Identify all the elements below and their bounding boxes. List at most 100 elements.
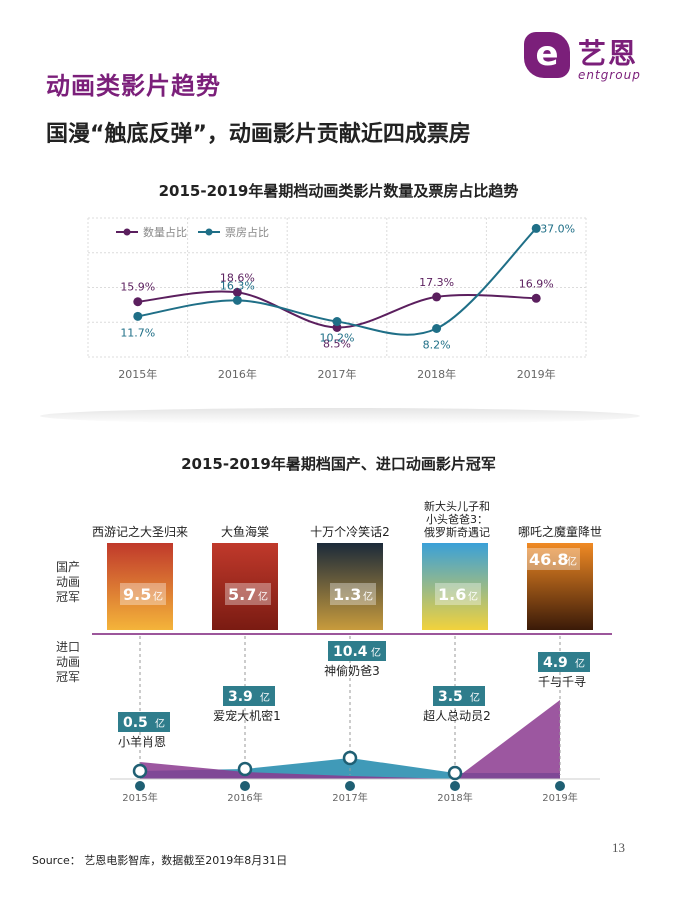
data-point <box>432 324 442 334</box>
x-tick-label: 2019年 <box>517 367 556 381</box>
domestic-value: 46.8 <box>529 550 568 569</box>
chart1-title: 2015-2019年暑期档动画类影片数量及票房占比趋势 <box>158 182 519 200</box>
domestic-film-name: 哪吒之魔童降世 <box>518 524 602 539</box>
unit-label: 亿 <box>468 590 478 603</box>
value-badge-bg <box>330 583 376 605</box>
entgroup-logo: e 艺恩 entgroup <box>524 32 654 84</box>
legend-label: 数量占比 <box>143 225 187 239</box>
import-row-label: 进口动画冠军 <box>56 640 80 684</box>
logo-e-badge: e <box>524 32 570 78</box>
data-label: 8.2% <box>423 339 451 352</box>
import-film-name: 超人总动员2 <box>423 708 491 723</box>
domestic-value: 5.7 <box>228 585 256 604</box>
import-value-badge <box>328 641 386 661</box>
series-line-0 <box>137 290 537 329</box>
import-value-badge <box>223 686 275 706</box>
source-note: Source： 艺恩电影智库，数据截至2019年8月31日 <box>32 854 288 867</box>
domestic-area <box>140 700 560 779</box>
year-marker <box>450 781 460 791</box>
film-poster <box>107 543 173 630</box>
import-value: 10.4 <box>333 644 368 660</box>
data-point <box>133 311 143 321</box>
logo-cn-text: 艺恩 <box>578 37 639 70</box>
value-badge-bg <box>526 548 580 570</box>
unit-label: 亿 <box>470 691 480 704</box>
x-tick-label: 2015年 <box>118 367 157 381</box>
data-label: 16.9% <box>519 277 554 290</box>
import-film-name: 小羊肖恩 <box>118 734 166 749</box>
import-film-name: 千与千寻 <box>538 675 586 689</box>
headline: 国漫“触底反弹”，动画影片贡献近四成票房 <box>46 122 471 147</box>
unit-label: 亿 <box>153 590 163 603</box>
domestic-value: 1.6 <box>438 585 466 604</box>
legend-label: 票房占比 <box>225 225 269 239</box>
curve-marker <box>237 761 253 777</box>
chart2-title: 2015-2019年暑期档国产、进口动画影片冠军 <box>181 455 496 473</box>
year-marker <box>135 781 145 791</box>
data-point <box>432 292 442 302</box>
data-label: 10.2% <box>320 332 355 345</box>
year-label: 2018年 <box>437 791 472 804</box>
data-point <box>232 295 242 305</box>
film-poster <box>317 543 383 630</box>
unit-label: 亿 <box>567 555 577 568</box>
unit-label: 亿 <box>258 590 268 603</box>
import-value: 3.9 <box>228 689 253 705</box>
import-area <box>140 758 560 779</box>
series-line-1 <box>137 227 537 336</box>
section-title: 动画类影片趋势 <box>46 72 221 100</box>
unit-label: 亿 <box>155 717 165 730</box>
year-marker <box>345 781 355 791</box>
import-film-name: 神偷奶爸3 <box>324 663 380 678</box>
data-label: 15.9% <box>120 281 155 294</box>
domestic-film-name: 大鱼海棠 <box>221 524 269 539</box>
import-value-badge <box>538 652 590 672</box>
data-point <box>332 317 342 327</box>
logo-en-text: entgroup <box>578 68 641 82</box>
x-tick-label: 2017年 <box>318 367 357 381</box>
domestic-row-label: 国产动画冠军 <box>56 560 80 604</box>
chart-divider-shadow <box>40 408 640 424</box>
film-poster <box>527 543 593 630</box>
year-marker <box>555 781 565 791</box>
data-label: 11.7% <box>120 326 155 339</box>
import-value-badge <box>433 686 485 706</box>
data-label: 8.5% <box>323 337 351 350</box>
curve-marker <box>447 765 463 781</box>
data-point <box>232 287 242 297</box>
film-poster <box>422 543 488 630</box>
data-point <box>531 223 541 233</box>
unit-label: 亿 <box>371 646 381 659</box>
domestic-value: 9.5 <box>123 585 151 604</box>
page-number: 13 <box>612 840 625 855</box>
value-badge-bg <box>120 583 166 605</box>
data-point <box>332 322 342 332</box>
import-value: 0.5 <box>123 715 148 731</box>
data-label: 17.3% <box>419 276 454 289</box>
legend-marker <box>123 228 131 236</box>
unit-label: 亿 <box>575 657 585 670</box>
domestic-film-name: 新大头儿子和小头爸爸3：俄罗斯奇遇记 <box>424 499 490 539</box>
year-label: 2015年 <box>122 791 157 804</box>
data-point <box>531 293 541 303</box>
import-value: 3.5 <box>438 689 463 705</box>
year-marker <box>240 781 250 791</box>
domestic-film-name: 西游记之大圣归来 <box>92 525 188 539</box>
domestic-film-name: 十万个冷笑话2 <box>310 524 390 539</box>
film-poster <box>212 543 278 630</box>
data-label: 37.0% <box>540 222 575 235</box>
value-badge-bg <box>435 583 481 605</box>
year-label: 2016年 <box>227 791 262 804</box>
import-film-name: 爱宠大机密1 <box>213 708 281 723</box>
data-point <box>133 297 143 307</box>
year-label: 2017年 <box>332 791 367 804</box>
data-label: 18.6% <box>220 271 255 284</box>
year-label: 2019年 <box>542 791 577 804</box>
import-value: 4.9 <box>543 655 568 671</box>
domestic-value: 1.3 <box>333 585 361 604</box>
curve-marker <box>132 763 148 779</box>
curve-marker <box>342 750 358 766</box>
unit-label: 亿 <box>363 590 373 603</box>
legend-marker <box>205 228 213 236</box>
unit-label: 亿 <box>260 691 270 704</box>
